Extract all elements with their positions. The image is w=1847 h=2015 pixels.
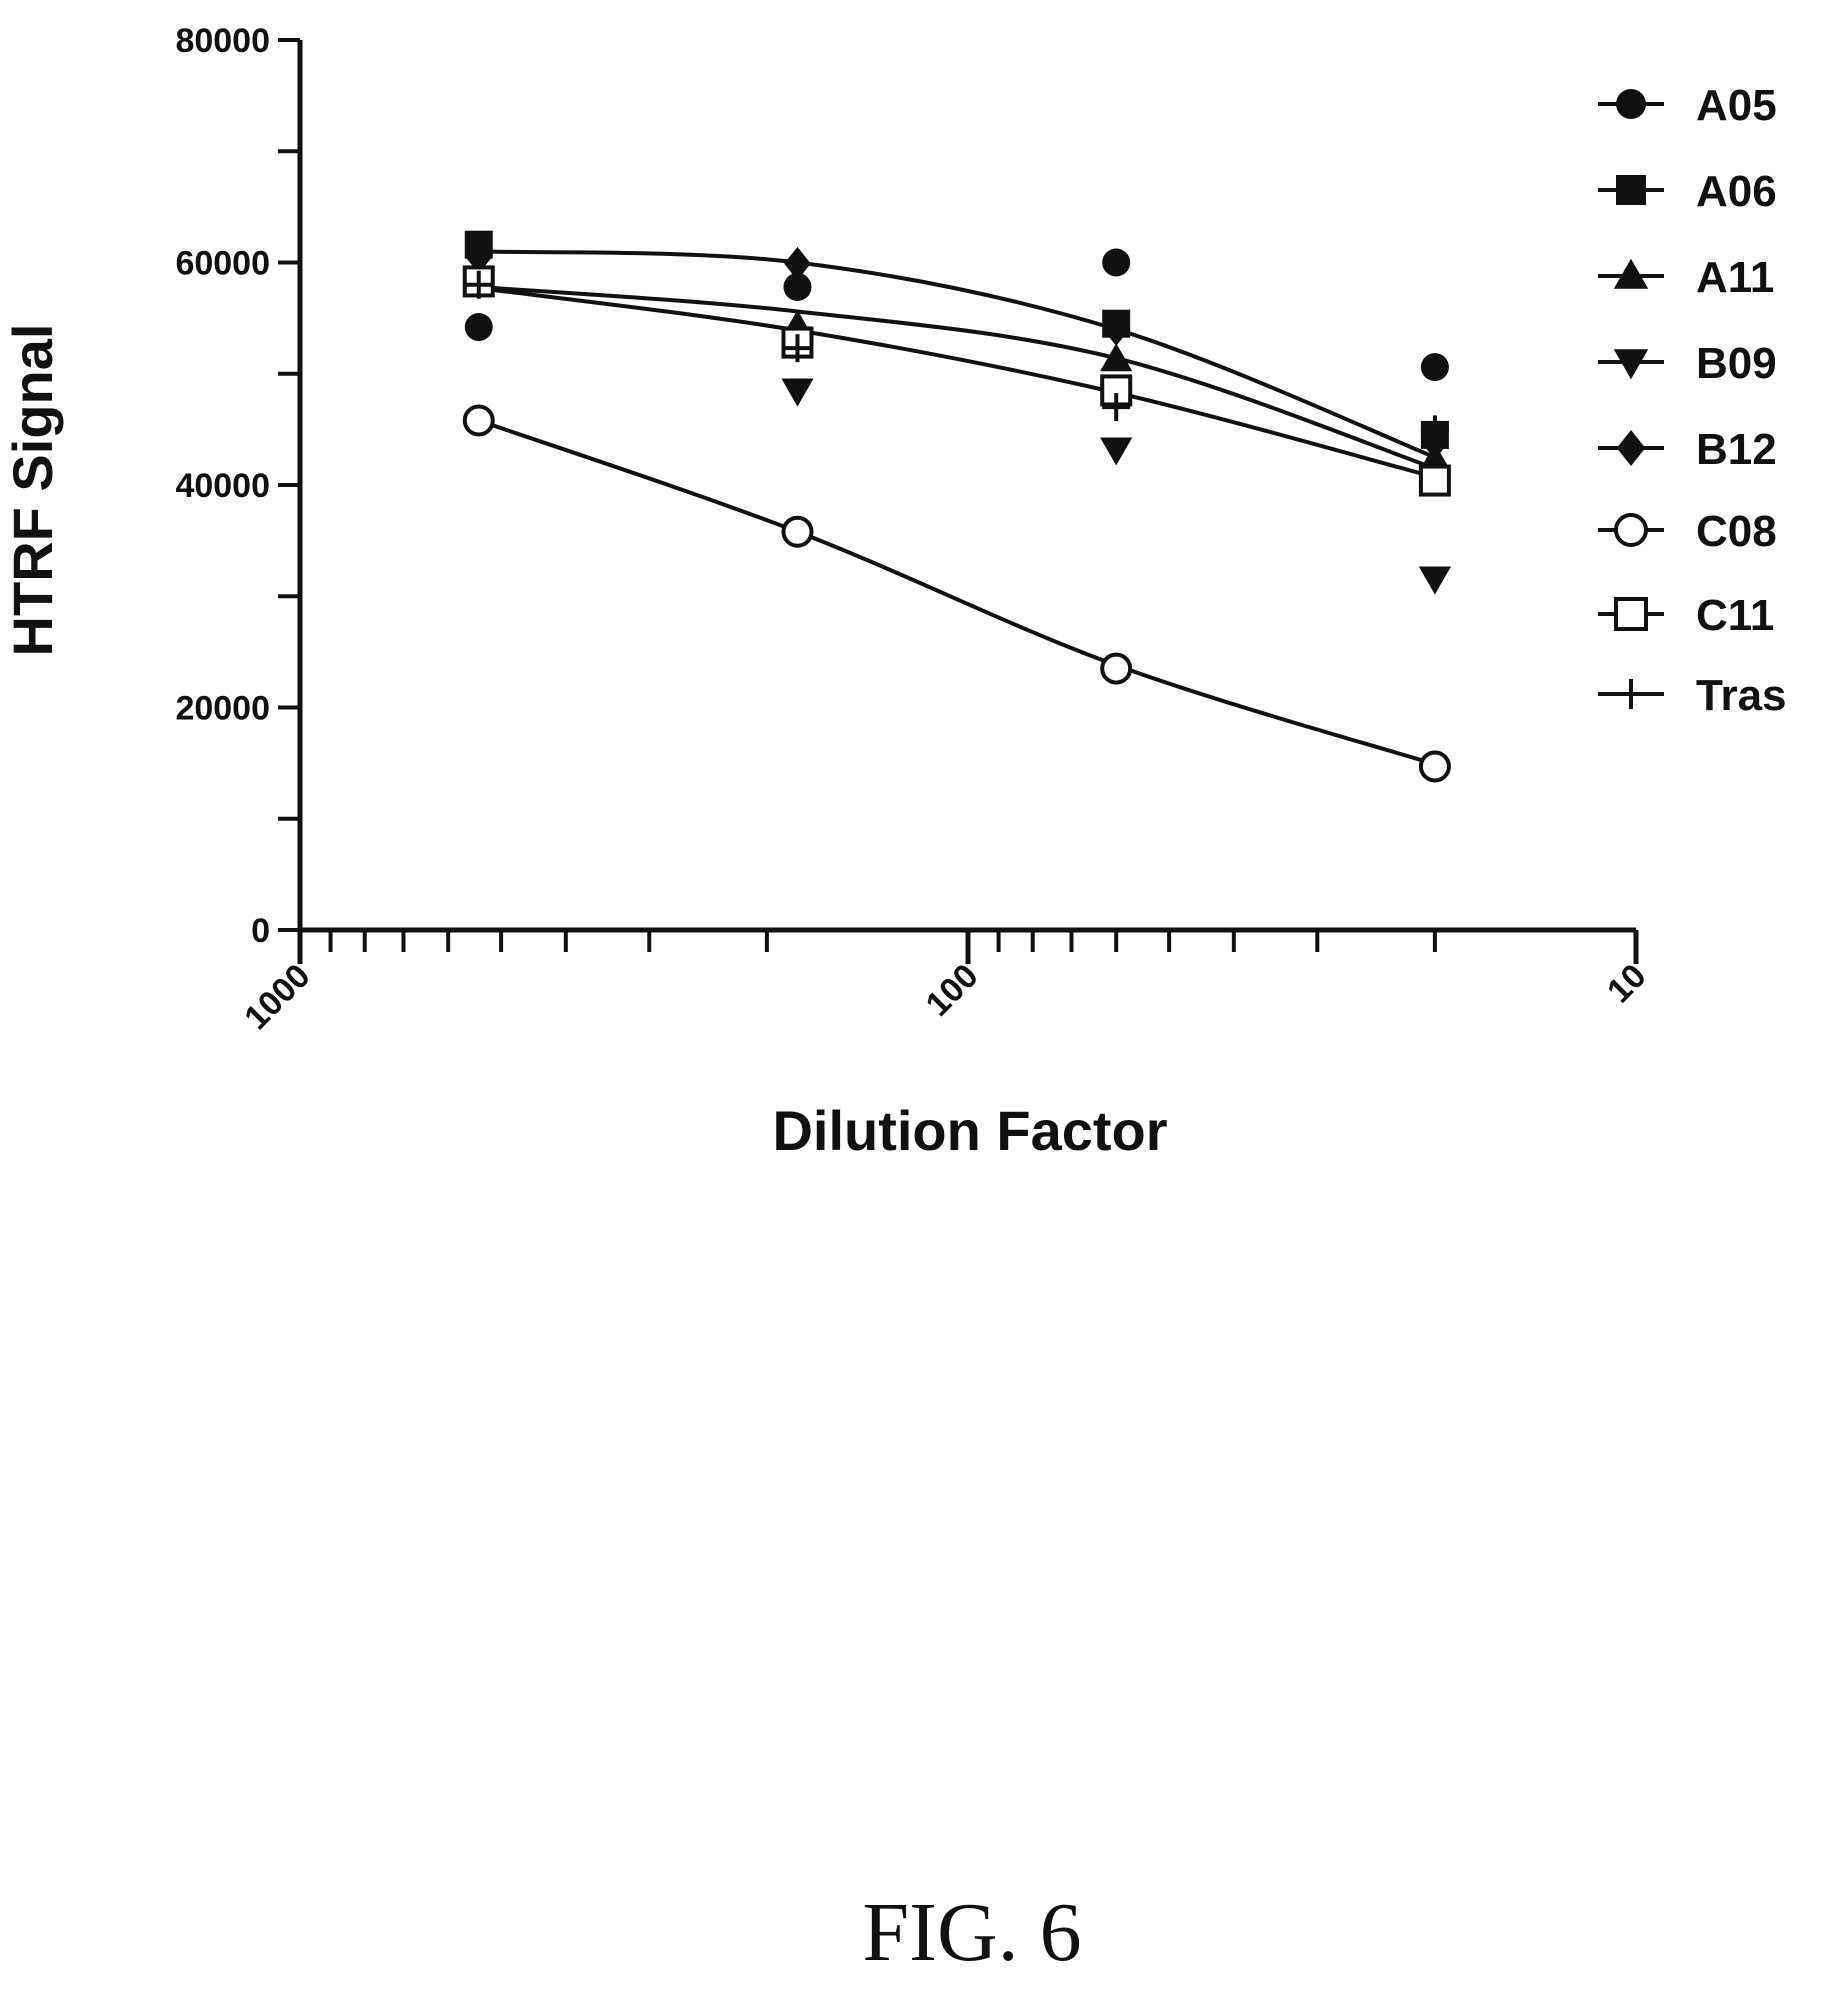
y-tick-label: 80000	[175, 22, 270, 60]
legend-entry-c08: C08	[1598, 507, 1777, 556]
data-point	[1418, 566, 1452, 595]
legend-label: A05	[1696, 81, 1777, 130]
legend-label: A06	[1696, 167, 1777, 216]
y-tick-label: 0	[251, 912, 270, 950]
legend-entry-c11: C11	[1598, 591, 1774, 640]
series-a06	[464, 230, 1449, 449]
legend-marker	[1614, 513, 1648, 547]
data-point	[781, 515, 814, 548]
legend-entry-a05: A05	[1598, 81, 1777, 130]
data-point	[465, 240, 493, 274]
legend-marker	[1614, 597, 1648, 631]
data-point	[1420, 353, 1449, 382]
data-point	[1418, 750, 1451, 783]
data-point	[1100, 437, 1133, 466]
data-point	[464, 313, 493, 342]
x-axis-label: Dilution Factor	[772, 1099, 1167, 1162]
data-point	[1420, 415, 1449, 444]
data-point	[783, 272, 812, 301]
data-point	[1102, 248, 1131, 277]
legend-marker	[1613, 349, 1649, 380]
fit-curves	[478, 249, 1436, 767]
legend-label: B09	[1696, 339, 1777, 388]
y-tick-label: 20000	[175, 690, 270, 728]
legend-entry-tras: Tras	[1598, 671, 1787, 720]
y-tick-label: 60000	[175, 245, 270, 283]
data-point	[464, 270, 493, 299]
chart-axes: 0 20000 40000 60000 80000 1000 100 10	[175, 22, 1653, 1037]
legend-marker	[1616, 679, 1646, 709]
legend-marker	[1616, 89, 1646, 119]
series-b09	[462, 270, 1452, 595]
legend: A05 A06 A11 B09 B12 C08 C11 Tras	[1598, 81, 1787, 720]
series-a05	[464, 248, 1449, 382]
data-point	[462, 404, 495, 437]
series-c11	[462, 265, 1451, 497]
legend-entry-a06: A06	[1598, 167, 1777, 216]
legend-label: Tras	[1696, 671, 1787, 720]
data-points	[462, 230, 1452, 783]
data-point	[1102, 393, 1131, 422]
legend-entry-a11: A11	[1598, 253, 1774, 302]
fit-curve-c11	[478, 286, 1436, 480]
x-tick-label: 100	[919, 957, 986, 1024]
legend-label: A11	[1696, 253, 1774, 302]
fit-curve-c08	[478, 418, 1436, 767]
data-point	[1418, 464, 1451, 497]
series-c08	[462, 404, 1451, 783]
data-point	[781, 378, 814, 407]
fit-curve-a06	[478, 249, 1436, 460]
data-point	[1102, 312, 1130, 347]
figure-caption: FIG. 6	[862, 1886, 1081, 1979]
series-b12	[465, 240, 1449, 460]
legend-entry-b09: B09	[1598, 339, 1777, 388]
legend-label: C11	[1696, 591, 1774, 640]
data-point	[784, 246, 811, 281]
fit-curve-b12	[478, 284, 1436, 471]
series-tras	[464, 270, 1449, 444]
y-tick-label: 40000	[175, 467, 270, 505]
x-tick-label: 10	[1600, 957, 1654, 1011]
data-point	[1100, 343, 1133, 372]
x-tick-label: 1000	[237, 957, 317, 1037]
legend-marker	[1616, 430, 1646, 466]
legend-label: C08	[1696, 507, 1777, 556]
legend-entry-b12: B12	[1598, 425, 1777, 474]
data-point	[783, 334, 812, 363]
y-axis-label: HTRF Signal	[1, 324, 64, 657]
data-point	[1100, 652, 1133, 685]
legend-marker	[1613, 258, 1649, 289]
legend-marker	[1616, 175, 1646, 205]
legend-label: B12	[1696, 425, 1777, 474]
